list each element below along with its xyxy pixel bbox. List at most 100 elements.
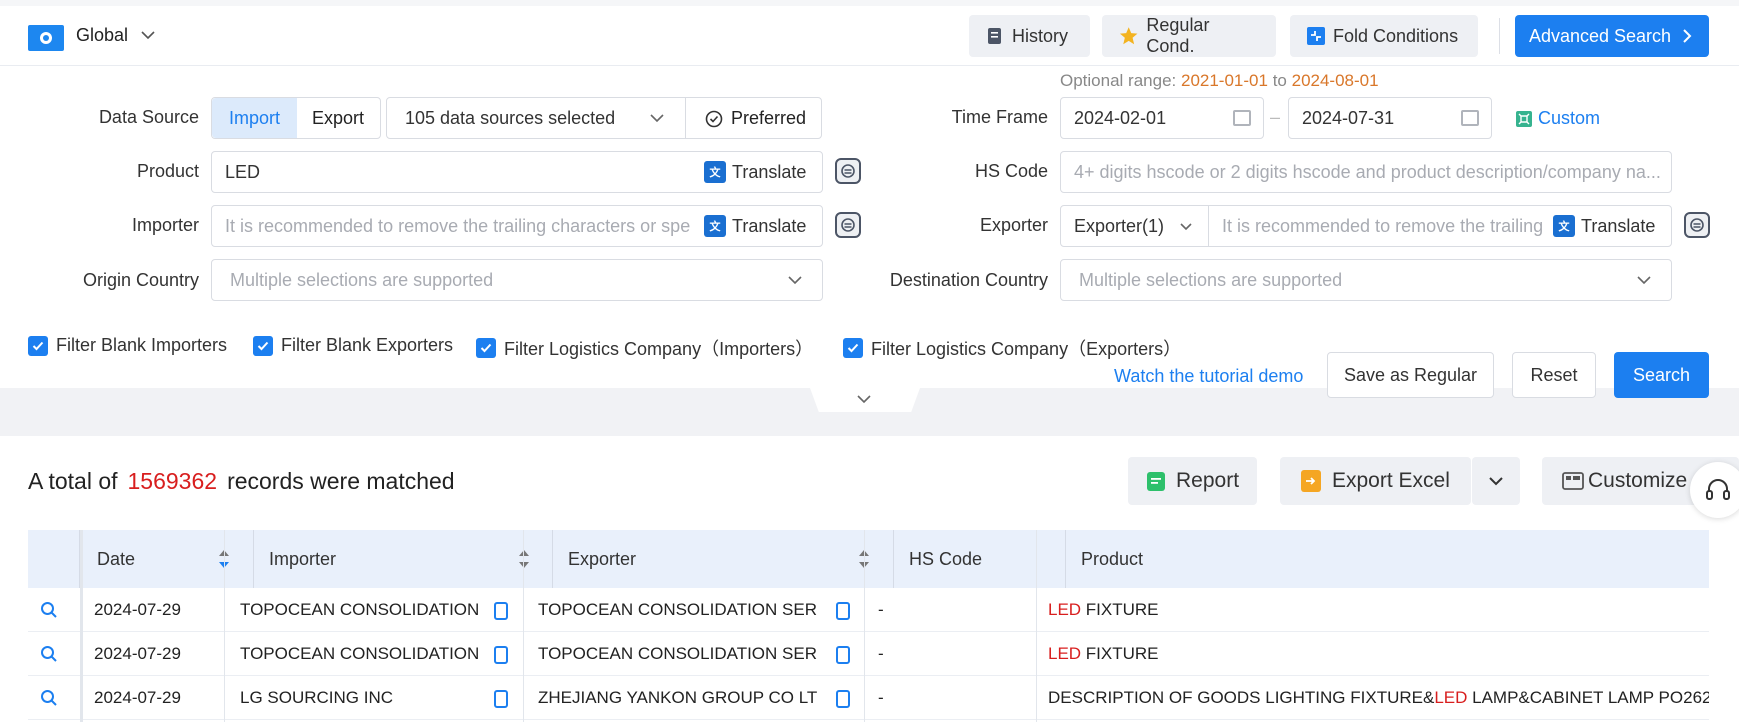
table-row[interactable]: 2024-07-29 TOPOCEAN CONSOLIDATION TOPOCE… — [28, 632, 1709, 676]
cell-exporter[interactable]: TOPOCEAN CONSOLIDATION SER — [538, 600, 817, 619]
checkbox-checked-icon — [253, 335, 273, 356]
custom-button[interactable]: Custom — [1516, 108, 1600, 129]
copy-icon[interactable] — [494, 690, 508, 708]
export-excel-label: Export Excel — [1332, 469, 1450, 492]
checkbox-checked-icon — [476, 338, 496, 358]
globe-icon[interactable] — [28, 25, 64, 51]
translate-label: Translate — [1581, 215, 1656, 236]
reset-button[interactable]: Reset — [1512, 352, 1596, 398]
copy-icon[interactable] — [494, 602, 508, 620]
search-icon[interactable] — [40, 645, 58, 663]
date-separator: – — [1270, 107, 1281, 127]
filter-label: Filter Blank Importers — [56, 335, 228, 355]
toolbar-divider — [1499, 18, 1500, 54]
region-selector[interactable]: Global — [76, 25, 129, 45]
sort-icon[interactable] — [518, 548, 530, 570]
product-input[interactable]: LED 文 Translate — [211, 151, 823, 193]
support-headset-icon[interactable] — [1690, 462, 1739, 518]
top-divider — [0, 0, 1739, 6]
history-button[interactable]: History — [969, 15, 1090, 57]
exporter-label: Exporter — [979, 215, 1048, 235]
import-tab[interactable]: Import — [212, 98, 297, 138]
header-exporter-label: Exporter — [568, 548, 637, 569]
copy-icon[interactable] — [494, 646, 508, 664]
exporter-filter-icon[interactable] — [1684, 212, 1710, 238]
top-bar: Global History Regular Cond. Fold Condit… — [0, 0, 1739, 66]
cell-product: LED FIXTURE — [1048, 588, 1709, 632]
tutorial-demo-link[interactable]: Watch the tutorial demo — [1114, 366, 1304, 386]
importer-filter-icon[interactable] — [835, 212, 861, 238]
report-label: Report — [1176, 469, 1240, 492]
filter-logistics-exporters-checkbox[interactable]: Filter Logistics Company（Exporters） — [843, 335, 1181, 361]
results-suffix: records were matched — [227, 468, 455, 494]
product-translate-button[interactable]: 文 Translate — [704, 161, 807, 183]
optional-range-to: to — [1272, 71, 1287, 90]
exporter-type-select[interactable]: Exporter(1) — [1061, 206, 1209, 246]
optional-range: Optional range: 2021-01-01 to 2024-08-01 — [1060, 71, 1379, 91]
product-text: LAMP&CABINET LAMP PO2628 — [1467, 688, 1709, 707]
hs-code-label: HS Code — [974, 161, 1048, 181]
calendar-icon — [1233, 110, 1251, 126]
chevron-down-icon — [788, 276, 802, 285]
export-excel-button[interactable]: Export Excel — [1280, 457, 1471, 505]
cell-exporter[interactable]: ZHEJIANG YANKON GROUP CO LT — [538, 688, 818, 707]
exporter-input[interactable]: Exporter(1) It is recommended to remove … — [1060, 205, 1672, 247]
advanced-search-label: Advanced Search — [1528, 25, 1672, 46]
search-icon[interactable] — [40, 689, 58, 707]
star-icon — [1119, 27, 1138, 45]
end-date-input[interactable]: 2024-07-31 — [1288, 97, 1492, 139]
cell-exporter[interactable]: TOPOCEAN CONSOLIDATION SER — [538, 644, 817, 663]
column-divider — [523, 530, 524, 722]
filter-blank-exporters-checkbox[interactable]: Filter Blank Exporters — [253, 335, 453, 356]
cell-importer[interactable]: TOPOCEAN CONSOLIDATION — [240, 644, 480, 663]
results-prefix: A total of — [28, 468, 118, 494]
exporter-translate-button[interactable]: 文 Translate — [1553, 215, 1656, 237]
header-importer[interactable]: Importer — [254, 530, 553, 588]
export-options-dropdown[interactable] — [1472, 457, 1520, 505]
cell-importer[interactable]: LG SOURCING INC — [240, 688, 394, 707]
filter-logistics-importers-checkbox[interactable]: Filter Logistics Company（Importers） — [476, 335, 813, 361]
report-button[interactable]: Report — [1128, 457, 1257, 505]
destination-country-select[interactable]: Multiple selections are supported — [1060, 259, 1672, 301]
header-exporter[interactable]: Exporter — [553, 530, 894, 588]
cell-importer[interactable]: TOPOCEAN CONSOLIDATION — [240, 600, 480, 619]
fold-conditions-button[interactable]: Fold Conditions — [1290, 15, 1478, 57]
product-label: Product — [136, 161, 199, 181]
start-date-input[interactable]: 2024-02-01 — [1060, 97, 1264, 139]
advanced-search-button[interactable]: Advanced Search — [1515, 15, 1709, 57]
table-row[interactable]: 2024-07-29 TOPOCEAN CONSOLIDATION TOPOCE… — [28, 588, 1709, 632]
copy-icon[interactable] — [836, 602, 850, 620]
results-count: 1569362 — [127, 468, 218, 494]
preferred-button[interactable]: Preferred — [705, 108, 806, 129]
results-summary: A total of 1569362 records were matched — [28, 468, 455, 495]
header-product-label: Product — [1081, 548, 1144, 569]
search-icon[interactable] — [40, 601, 58, 619]
translate-icon: 文 — [704, 215, 726, 237]
importer-translate-button[interactable]: 文 Translate — [704, 215, 807, 237]
cell-hs-code: - — [878, 600, 884, 619]
importer-input[interactable]: It is recommended to remove the trailing… — [211, 205, 823, 247]
chevron-down-icon — [1489, 477, 1503, 486]
header-date[interactable]: Date — [82, 530, 254, 588]
destination-country-label: Destination Country — [889, 270, 1048, 290]
search-button[interactable]: Search — [1614, 352, 1709, 398]
regular-cond-label: Regular Cond. — [1146, 15, 1210, 56]
product-value: LED — [225, 162, 261, 182]
table-row[interactable]: 2024-07-29 LG SOURCING INC ZHEJIANG YANK… — [28, 676, 1709, 720]
translate-icon: 文 — [704, 161, 726, 183]
origin-country-select[interactable]: Multiple selections are supported — [211, 259, 823, 301]
importer-label: Importer — [131, 215, 199, 235]
column-divider — [864, 530, 865, 722]
save-as-regular-button[interactable]: Save as Regular — [1327, 352, 1494, 398]
data-source-select[interactable]: 105 data sources selected Preferred — [386, 97, 822, 139]
copy-icon[interactable] — [836, 646, 850, 664]
regular-cond-button[interactable]: Regular Cond. — [1102, 15, 1276, 57]
filter-blank-importers-checkbox[interactable]: Filter Blank Importers — [28, 335, 227, 356]
chevron-down-icon[interactable] — [856, 393, 872, 405]
optional-range-end: 2024-08-01 — [1291, 71, 1379, 90]
chevron-down-icon[interactable] — [140, 28, 156, 42]
product-filter-icon[interactable] — [835, 158, 861, 184]
copy-icon[interactable] — [836, 690, 850, 708]
export-tab[interactable]: Export — [311, 107, 365, 128]
hs-code-input[interactable]: 4+ digits hscode or 2 digits hscode and … — [1060, 151, 1672, 193]
